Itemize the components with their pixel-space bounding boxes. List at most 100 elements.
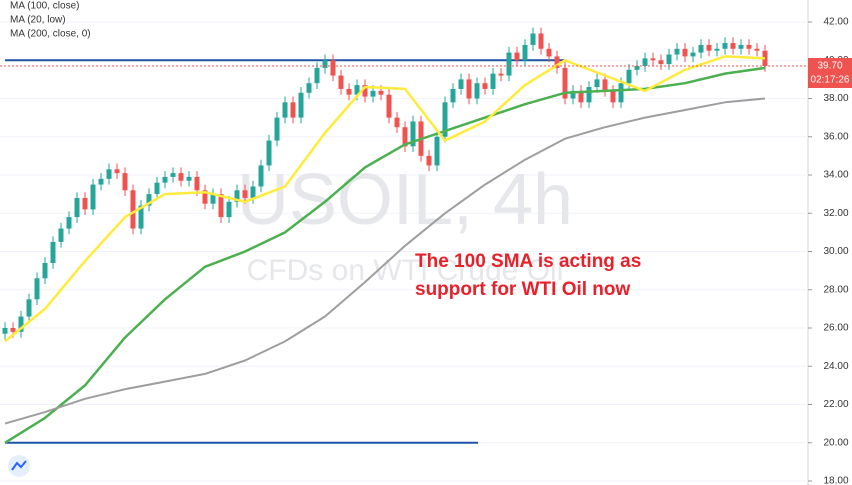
candle-body xyxy=(514,52,520,61)
candle-body xyxy=(258,165,264,187)
candle-body xyxy=(490,73,496,89)
candle-body xyxy=(410,121,416,147)
legend-entry: MA (200, close, 0) xyxy=(10,29,91,40)
candle-body xyxy=(290,102,296,118)
candle-body xyxy=(50,241,56,263)
candle-body xyxy=(674,48,680,55)
y-tick-label: 32.00 xyxy=(823,208,848,219)
candle-body xyxy=(354,85,360,95)
candle-body xyxy=(282,102,288,118)
candle-body xyxy=(274,117,280,141)
candle-body xyxy=(434,136,440,166)
ma-line xyxy=(4,55,766,343)
candle-body xyxy=(594,79,600,88)
price-label: 39.70 xyxy=(817,61,842,72)
candle-body xyxy=(98,178,104,185)
legend-entry: MA (20, low) xyxy=(10,15,66,26)
y-tick-label: 26.00 xyxy=(823,323,848,334)
candle-body xyxy=(218,194,224,218)
y-tick-label: 30.00 xyxy=(823,246,848,257)
candle-body xyxy=(554,56,560,68)
candle-body xyxy=(370,90,376,97)
candle-body xyxy=(18,316,24,332)
candle-body xyxy=(746,44,752,49)
candle-body xyxy=(602,79,608,91)
candle-body xyxy=(506,52,512,76)
y-tick-label: 38.00 xyxy=(823,93,848,104)
candle-body xyxy=(58,228,64,242)
candle-body xyxy=(730,43,736,49)
candle-body xyxy=(634,65,640,70)
candle-body xyxy=(402,127,408,147)
watermark: USOIL, 4h xyxy=(237,160,573,240)
candle-body xyxy=(314,67,320,84)
y-tick-label: 28.00 xyxy=(823,284,848,295)
candle-body xyxy=(394,117,400,128)
candle-body xyxy=(194,176,200,191)
candle-body xyxy=(346,88,352,95)
legend-entry: MA (100, close) xyxy=(10,1,79,12)
candle-body xyxy=(242,190,248,198)
candle-body xyxy=(546,48,552,57)
y-tick-label: 24.00 xyxy=(823,361,848,372)
candle-body xyxy=(250,186,256,198)
candle-body xyxy=(114,169,120,174)
candle-body xyxy=(618,83,624,103)
candle-body xyxy=(442,102,448,137)
candle-body xyxy=(722,43,728,49)
candle-body xyxy=(82,197,88,210)
candle-body xyxy=(34,278,40,300)
y-tick-label: 42.00 xyxy=(823,17,848,28)
candle-body xyxy=(626,69,632,84)
candle-body xyxy=(10,328,16,332)
candle-body xyxy=(610,90,616,103)
price-label-box xyxy=(808,57,852,88)
legend: MA (100, close) MA (20, low) MA (200, clos… xyxy=(10,1,91,40)
y-tick-label: 18.00 xyxy=(823,476,848,485)
candle-body xyxy=(522,44,528,61)
candle-body xyxy=(362,85,368,97)
candle-body xyxy=(210,194,216,204)
candle-body xyxy=(154,182,160,195)
candle-body xyxy=(298,92,304,118)
candle-body xyxy=(658,60,664,65)
candle-body xyxy=(578,90,584,103)
marks: 39.70 02:17:26 xyxy=(0,27,852,444)
candle-body xyxy=(226,201,232,218)
candle-body xyxy=(146,194,152,206)
candle-body xyxy=(738,44,744,49)
candle-body xyxy=(530,33,536,45)
candle-body xyxy=(378,90,384,95)
candle-body xyxy=(178,173,184,181)
candle-body xyxy=(586,87,592,103)
annotation: The 100 SMA is acting as xyxy=(415,251,641,272)
candle-body xyxy=(122,173,128,191)
candle-body xyxy=(458,79,464,89)
candle-body xyxy=(130,190,136,229)
candle-body xyxy=(90,184,96,210)
candle-body xyxy=(474,83,480,99)
candle-body xyxy=(570,90,576,99)
watermark-subtitle: CFDs on WTI Crude Oil xyxy=(247,254,564,287)
logo xyxy=(8,455,30,477)
ma-line xyxy=(4,97,766,425)
candle-body xyxy=(762,50,768,66)
candle-body xyxy=(74,197,80,218)
y-tick-label: 22.00 xyxy=(823,399,848,410)
countdown: 02:17:26 xyxy=(811,75,850,86)
candle-body xyxy=(386,94,392,118)
candle-body xyxy=(498,73,504,76)
candle-body xyxy=(186,176,192,181)
candle-body xyxy=(666,54,672,65)
candle-body xyxy=(690,52,696,57)
candle-body xyxy=(650,58,656,61)
candle-body xyxy=(42,262,48,279)
candle-body xyxy=(26,299,32,317)
candle-body xyxy=(106,169,112,179)
candle-body xyxy=(170,173,176,177)
candle-body xyxy=(322,60,328,68)
candle-body xyxy=(714,48,720,51)
candle-body xyxy=(162,176,168,183)
